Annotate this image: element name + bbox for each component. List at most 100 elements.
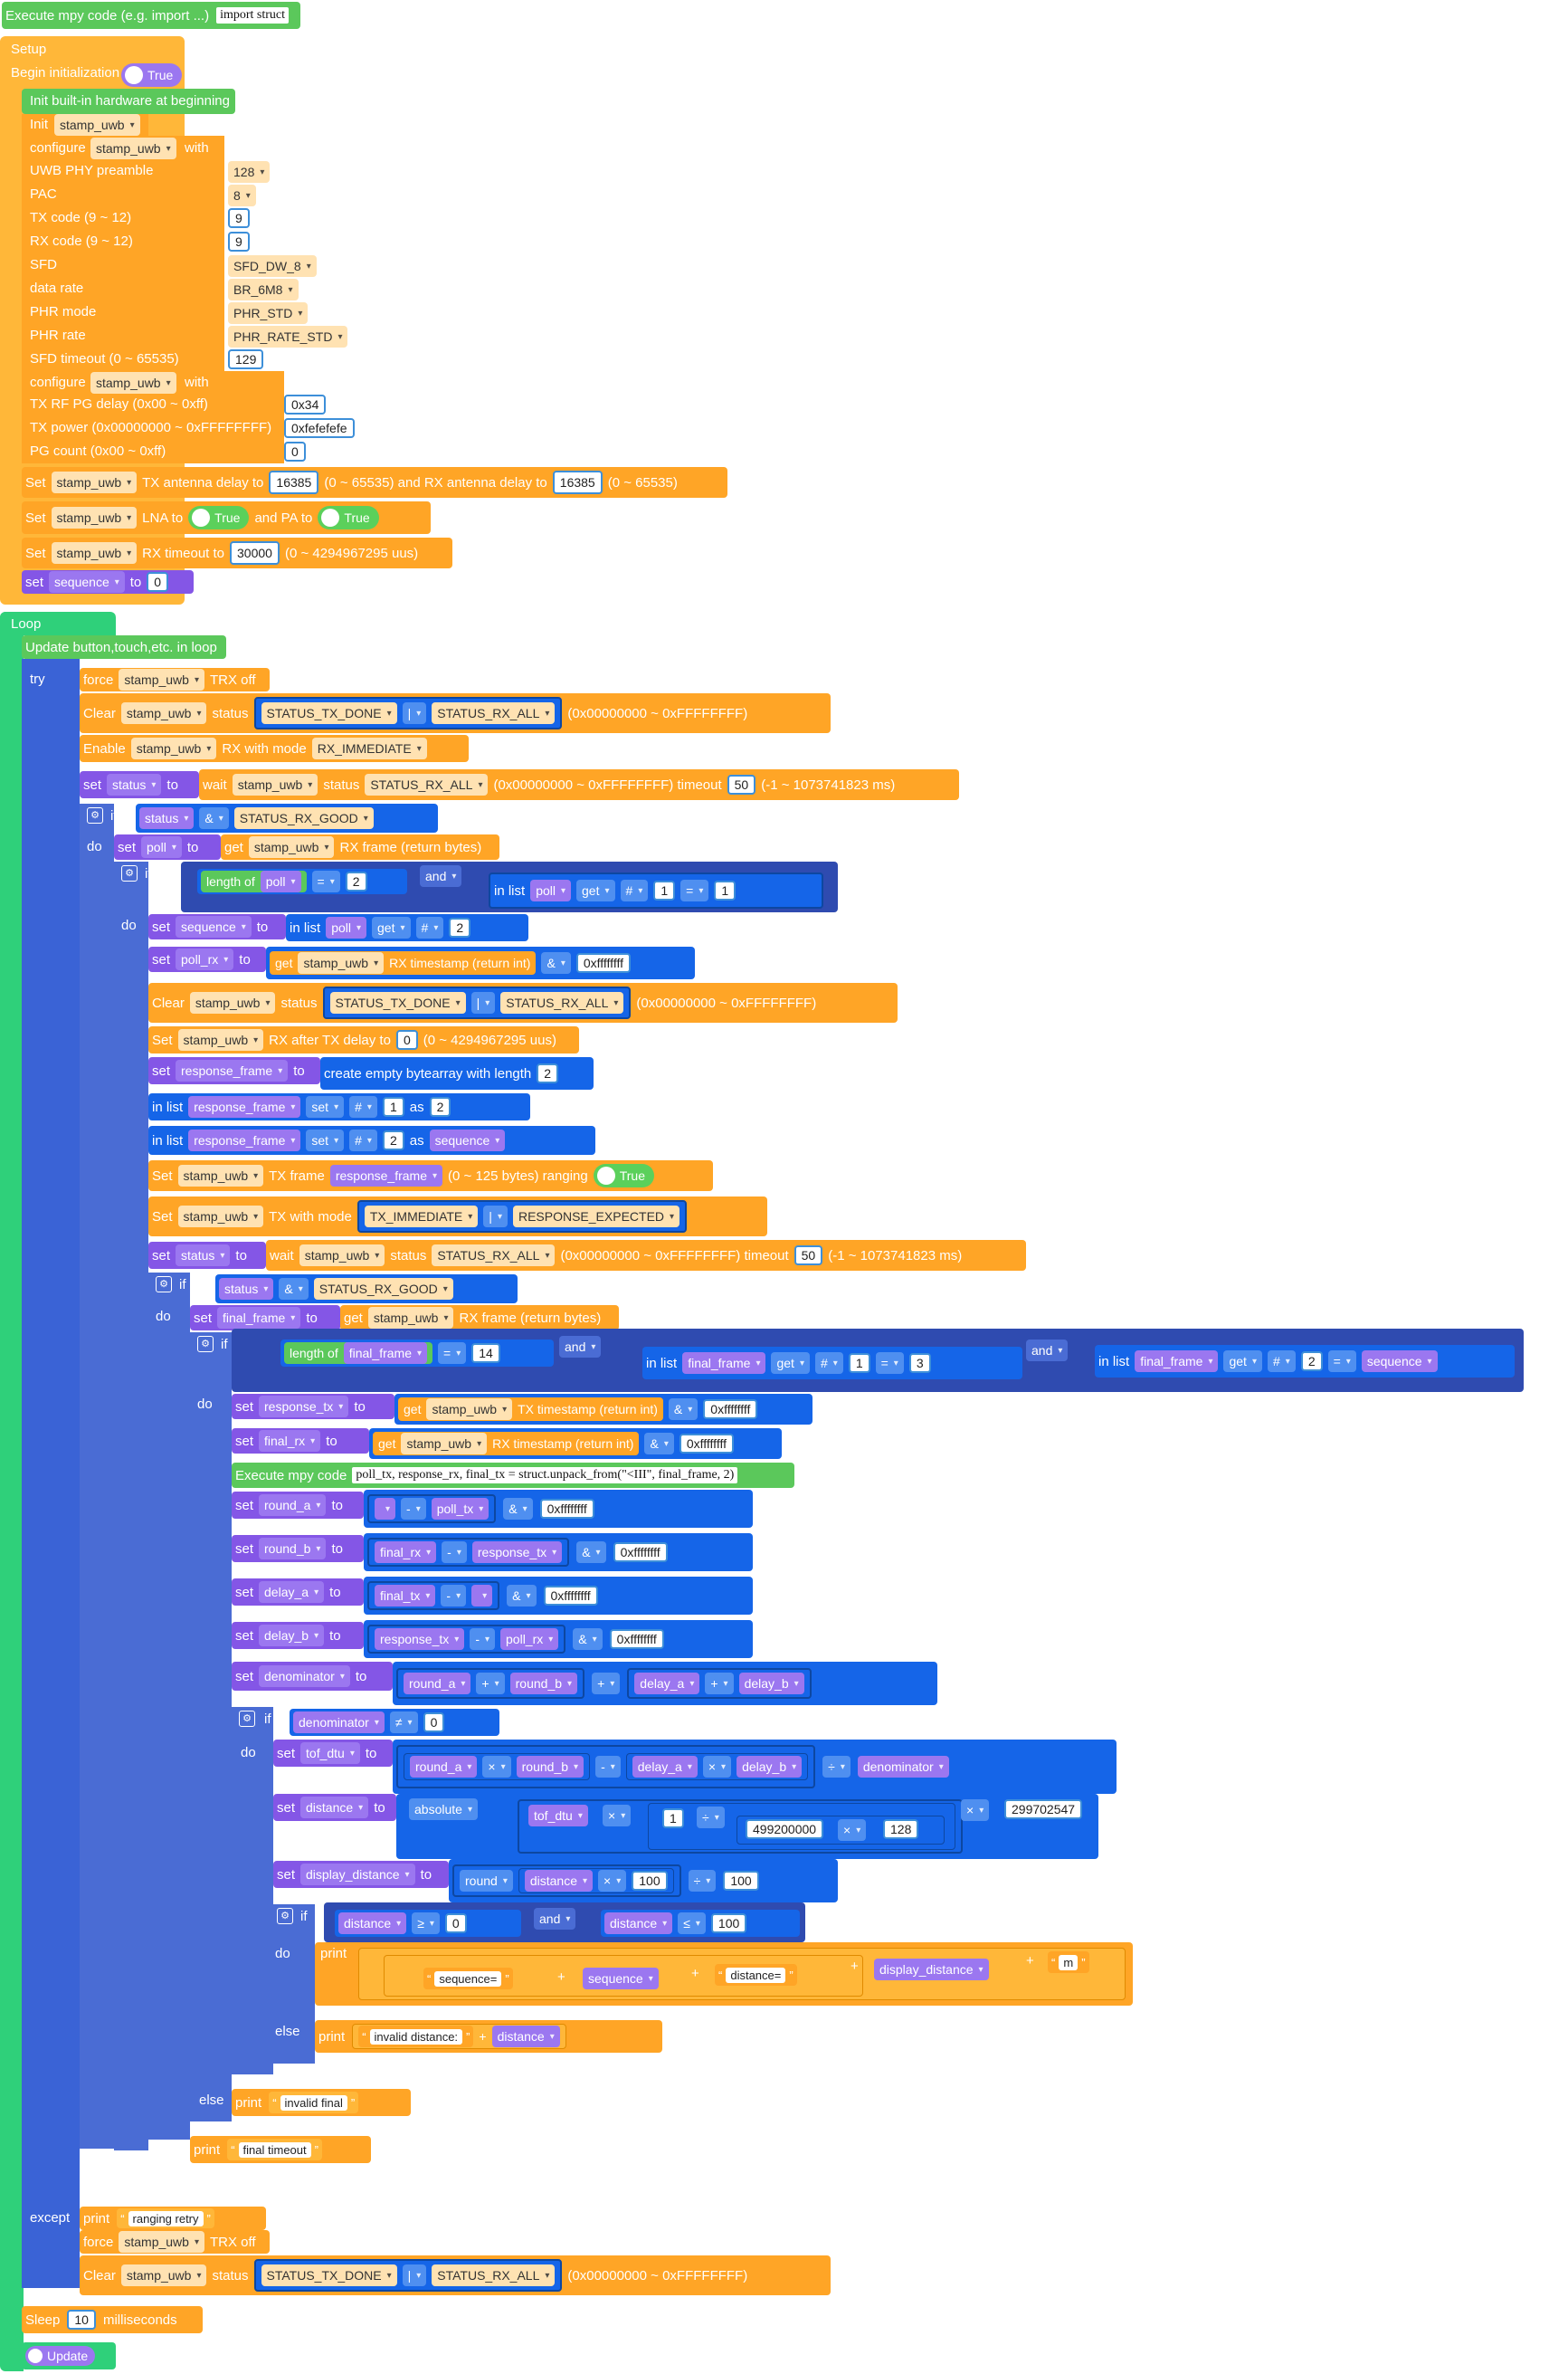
tof-numerator-block[interactable]: round_a × round_b - delay_a × delay_b [396,1745,816,1788]
and-bitwise-dropdown[interactable]: & [573,1628,603,1650]
subtraction-block[interactable]: -poll_tx [367,1494,497,1523]
set-response-frame-block[interactable]: set response_frame to [148,1057,320,1084]
round-dropdown[interactable]: round [460,1870,513,1892]
and-dropdown[interactable]: and [534,1908,576,1930]
and-dropdown[interactable]: and [1026,1340,1069,1361]
tof-dtu-expr-block[interactable]: round_a × round_b - delay_a × delay_b ÷ … [393,1740,1117,1794]
get-tx-timestamp-block[interactable]: get stamp_uwb TX timestamp (return int) [398,1397,663,1421]
list-index-mode-dropdown[interactable]: # [415,917,444,939]
status-rx-good-dropdown[interactable]: STATUS_RX_GOOD [313,1278,453,1300]
set-status-wait-block[interactable]: set status to [80,771,199,798]
distance-string-value[interactable]: distance= [726,1967,786,1983]
print-ranging-retry-block[interactable]: print “ranging retry” [80,2207,266,2230]
list-get-dropdown[interactable]: get [372,917,411,939]
equals-operator-dropdown[interactable]: = [311,871,340,892]
denominator-variable-dropdown[interactable]: denominator [259,1665,350,1687]
list-set-dropdown[interactable]: set [306,1096,345,1118]
clear-status-block[interactable]: Clear stamp_uwb status STATUS_TX_DONE | … [80,693,831,733]
minus-operator-dropdown[interactable]: - [595,1756,621,1778]
rx-frame-device-dropdown[interactable]: stamp_uwb [367,1307,454,1329]
rx-ts-device-dropdown[interactable]: stamp_uwb [401,1433,488,1454]
configure-device-dropdown-1[interactable]: stamp_uwb [90,138,176,159]
divide-operator-dropdown[interactable]: ÷ [822,1756,851,1778]
delay-b-variable-dropdown[interactable]: delay_b [259,1625,325,1646]
display-distance-expr-block[interactable]: round distance × 100 ÷ 100 [449,1859,838,1902]
denominator-sum-block[interactable]: round_a + round_b + delay_a + delay_b [393,1662,937,1705]
response-frame-list-ref[interactable]: response_frame [188,1096,301,1118]
clear-or-block[interactable]: STATUS_TX_DONE | STATUS_RX_ALL [253,697,563,729]
ranging-retry-string-block[interactable]: “ranging retry” [117,2208,214,2228]
set-response-tx-block[interactable]: set response_tx to [232,1394,394,1419]
rx-antenna-delay-field[interactable]: 16385 [552,471,603,494]
length-of-block[interactable]: length of final_frame [284,1342,433,1364]
configure-param-hex-field[interactable]: 0 [284,442,306,462]
and-dropdown[interactable]: and [420,865,462,887]
mask-field[interactable]: 0xffffffff [609,1629,664,1649]
status-rx-all-dropdown[interactable]: STATUS_RX_ALL [432,2264,556,2286]
distance-ref[interactable]: distance [524,1870,594,1892]
final-index-value[interactable]: 1 [848,1353,870,1373]
execute-mpy-code-block[interactable]: Execute mpy code (e.g. import ...) impor… [2,2,300,29]
clear-or-block[interactable]: STATUS_TX_DONE | STATUS_RX_ALL [253,2259,563,2292]
set-denominator-block[interactable]: set denominator to [232,1662,393,1691]
rx-mode-dropdown[interactable]: RX_IMMEDIATE [311,738,427,759]
rx-timeout-field[interactable]: 30000 [230,541,280,565]
mpy-code-field[interactable]: import struct [216,7,290,24]
tx-antenna-delay-field[interactable]: 16385 [269,471,319,494]
poll-variable-dropdown[interactable]: poll [141,836,182,858]
response-rx-ref[interactable] [471,1585,493,1607]
equals-operator-dropdown[interactable]: = [680,880,709,901]
if-poll-valid-block-frame[interactable] [114,862,148,2150]
subtraction-block[interactable]: final_tx- [367,1581,500,1610]
and-bitwise-dropdown[interactable]: & [503,1498,533,1520]
denominator-neq-block[interactable]: denominator ≠ 0 [290,1709,499,1736]
delay-a-mask-block[interactable]: final_tx-&0xffffffff [364,1577,753,1615]
get-rx-timestamp-block[interactable]: get stamp_uwb RX timestamp (return int) [373,1432,640,1455]
gte-operator-dropdown[interactable]: ≥ [412,1912,440,1934]
and-bitwise-dropdown[interactable]: & [541,952,571,974]
status-tx-done-dropdown[interactable]: STATUS_TX_DONE [261,702,397,724]
response-tx-ref[interactable]: response_tx [375,1628,465,1650]
speed-of-light-constant[interactable]: 299702547 [1004,1799,1083,1819]
conversion-numerator[interactable]: 1 [662,1808,684,1828]
execute-mpy-inner-block[interactable]: Execute mpy code poll_tx, response_rx, f… [232,1463,794,1488]
set-final-frame-block[interactable]: set final_frame to [190,1305,340,1330]
status-variable-ref[interactable]: status [219,1278,274,1300]
sleep-duration-field[interactable]: 10 [67,2310,96,2330]
invalid-final-string-block[interactable]: “invalid final” [269,2092,359,2113]
response-rx-ref[interactable] [375,1498,396,1520]
list-set-2-block[interactable]: in list response_frame set # 2 as sequen… [148,1126,595,1155]
final-frame-list-ref[interactable]: final_frame [682,1352,766,1374]
loop-block-frame[interactable] [0,612,24,2371]
denominator-variable-ref[interactable]: denominator [857,1756,949,1778]
distance-max-value[interactable]: 100 [710,1913,747,1933]
status-variable-ref[interactable]: status [139,807,195,829]
rx-ts-device-dropdown[interactable]: stamp_uwb [298,952,385,974]
times-operator-dropdown[interactable]: × [961,1799,990,1821]
set-distance-block[interactable]: set distance to [273,1794,396,1821]
list-index-mode-dropdown[interactable]: # [1267,1350,1296,1372]
final-frame-list-ref[interactable]: final_frame [1135,1350,1219,1372]
response-tx-mask-block[interactable]: get stamp_uwb TX timestamp (return int) … [394,1394,813,1425]
seq-string-value[interactable]: sequence= [434,1970,502,1987]
configure-param-number-field[interactable]: 129 [228,349,264,369]
wait-flag-dropdown[interactable]: STATUS_RX_ALL [365,774,489,796]
create-bytearray-block[interactable]: create empty bytearray with length 2 [320,1057,594,1090]
freq-constant[interactable]: 499200000 [746,1819,824,1839]
configure-param-dropdown[interactable]: SFD_DW_8 [228,255,317,277]
wait-device-dropdown[interactable]: stamp_uwb [299,1244,385,1266]
print-invalid-final-block[interactable]: print “invalid final” [232,2089,411,2116]
gear-icon[interactable]: ⚙ [197,1336,214,1352]
delay-sum-block[interactable]: delay_a + delay_b [627,1668,812,1699]
tof-dtu-variable-dropdown[interactable]: tof_dtu [300,1742,360,1764]
delay-a-variable-dropdown[interactable]: delay_a [259,1581,325,1603]
update-block[interactable]: Update [22,2342,116,2369]
list-get-dropdown[interactable]: get [576,880,615,901]
begin-initialization-toggle[interactable]: True [121,63,183,87]
status-rx-all-dropdown[interactable]: STATUS_RX_ALL [432,702,556,724]
minus-operator-dropdown[interactable]: - [442,1541,467,1563]
distance-variable-dropdown[interactable]: distance [300,1797,369,1818]
sequence-variable-ref[interactable]: sequence [429,1130,506,1151]
status-tx-done-dropdown[interactable]: STATUS_TX_DONE [261,2264,397,2286]
